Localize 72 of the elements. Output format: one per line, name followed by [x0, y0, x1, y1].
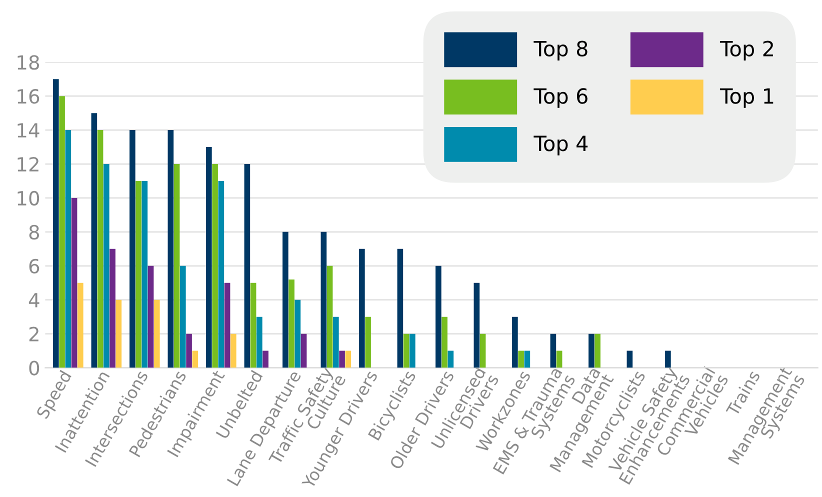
- bar: [474, 282, 480, 368]
- bar: [97, 130, 104, 368]
- bar: [224, 282, 230, 368]
- bar: [142, 180, 148, 368]
- bar: [148, 266, 154, 368]
- bar: [282, 232, 288, 368]
- bar: [333, 316, 339, 368]
- bar: [339, 350, 345, 368]
- bar: [397, 248, 404, 368]
- bar: [154, 300, 160, 368]
- bar: [326, 266, 333, 368]
- bar: [212, 164, 218, 368]
- legend-label: Top 1: [720, 88, 774, 108]
- bar: [250, 282, 256, 368]
- legend-label: Top 2: [720, 40, 773, 61]
- bar: [71, 198, 78, 368]
- bar: [186, 334, 192, 368]
- bar: [206, 147, 212, 368]
- bar: [626, 350, 633, 368]
- bar: [256, 316, 262, 368]
- bar: [594, 334, 600, 368]
- y-tick-label: 12: [18, 156, 38, 172]
- bar: [104, 164, 110, 368]
- y-tick-label: 18: [18, 55, 40, 70]
- y-tick-label: 0: [29, 360, 40, 376]
- bar: [403, 334, 410, 368]
- y-tick-label: 10: [18, 190, 40, 206]
- bar: [230, 334, 236, 368]
- bar: [192, 350, 198, 368]
- bar: [59, 96, 65, 368]
- bar: [53, 79, 59, 368]
- bar: [345, 350, 352, 368]
- bar: [665, 350, 671, 368]
- bar: [588, 334, 594, 368]
- bar: [442, 316, 448, 368]
- bar: [410, 334, 416, 368]
- bar: [300, 334, 307, 368]
- legend-label: Top 8: [534, 40, 588, 61]
- y-tick-label: 2: [29, 326, 38, 342]
- y-tick-label: 14: [18, 123, 40, 138]
- bar: [65, 130, 72, 368]
- bar: [550, 334, 556, 368]
- bar: [136, 180, 142, 368]
- legend-label: Top 4: [534, 136, 588, 156]
- bar: [524, 350, 530, 368]
- bar: [288, 279, 294, 368]
- y-tick-label: 4: [28, 293, 40, 308]
- bar: [218, 180, 224, 368]
- bar: [448, 350, 454, 368]
- bar: [116, 300, 122, 368]
- bar: [91, 113, 98, 368]
- bar: [359, 248, 365, 368]
- legend-label: Top 6: [534, 88, 588, 108]
- bar: [174, 164, 180, 368]
- bar: [180, 266, 186, 368]
- y-tick-label: 16: [18, 89, 40, 104]
- bar: [512, 316, 518, 368]
- bar: [480, 334, 486, 368]
- bar: [365, 316, 371, 368]
- bar: [294, 300, 301, 368]
- bar: [130, 130, 136, 368]
- bar: [110, 248, 116, 368]
- bar: [518, 350, 524, 368]
- bar: [556, 350, 562, 368]
- bar: [436, 266, 442, 368]
- y-tick-label: 8: [29, 224, 40, 240]
- y-tick-label: 6: [29, 258, 40, 274]
- bar: [77, 282, 84, 368]
- bar: [244, 164, 250, 368]
- bar: [168, 130, 174, 368]
- bar: [262, 350, 268, 368]
- bar: [320, 232, 327, 368]
